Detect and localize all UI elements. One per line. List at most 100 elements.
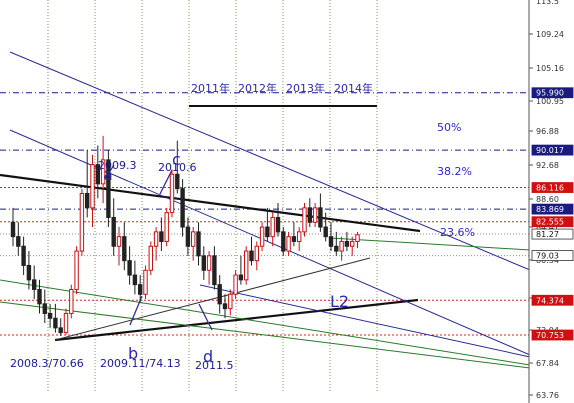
candle-body (180, 188, 185, 228)
swing-marker (198, 303, 213, 331)
axis-tick-label: 67.84 (536, 359, 559, 368)
chart-grid (47, 0, 378, 392)
candle-body (328, 236, 334, 247)
price-flag (531, 228, 574, 240)
price-flag-label: 95.990 (536, 89, 564, 98)
candle-body (42, 303, 47, 314)
axis-tick-label: 113.5 (536, 0, 559, 6)
fib-label: 23.6% (440, 226, 475, 239)
candle-body (10, 221, 16, 238)
candle-body (254, 245, 260, 262)
price-flag-label: 83.869 (536, 205, 564, 214)
candle-body (69, 288, 74, 314)
candle-body (79, 192, 85, 252)
price-axis: 109.24105.16100.9596.8892.6888.6084.4180… (528, 0, 574, 403)
candle-body (95, 164, 100, 185)
price-flag (531, 203, 574, 215)
candle-body (16, 236, 21, 247)
channel-top-line (9, 51, 531, 271)
candle-body (100, 159, 106, 185)
axis-tick-label: 96.88 (536, 127, 559, 136)
candle-body (291, 236, 297, 242)
candle-body (344, 240, 350, 247)
wave-point-label: c (172, 150, 181, 169)
candle-body (37, 288, 42, 305)
wave-point-label: b (128, 344, 138, 363)
green-line-3 (329, 237, 531, 251)
candle-body (238, 274, 244, 281)
candle-body (196, 231, 201, 257)
date-annotation: 2009.3 (98, 159, 137, 172)
candle-body (47, 312, 53, 319)
support-line-l2 (54, 298, 419, 342)
candle-body (212, 255, 217, 286)
candle-body (159, 231, 164, 242)
candle-body (32, 279, 37, 290)
year-label: 2014年 (334, 81, 373, 95)
axis-tick-label: 84.41 (536, 223, 559, 232)
wave-point-label: a (103, 165, 113, 184)
candle-body (53, 317, 58, 329)
candle-body (201, 255, 207, 271)
candle-body (339, 240, 344, 252)
axis-tick-label: 63.76 (536, 391, 559, 400)
candle-body (90, 164, 95, 209)
chart-annotations: 2009.3 2010.6 2008.3/70.66 2009.11/74.13 201… (10, 81, 475, 372)
candle-body (323, 226, 328, 238)
price-flag-label: 79.03 (536, 252, 559, 261)
candle-body (153, 231, 159, 247)
inner-trend-line (54, 257, 371, 341)
candle-body (58, 327, 63, 334)
candle-body (26, 264, 32, 281)
price-flag (531, 87, 574, 99)
year-label: 2013年 (286, 81, 325, 95)
axis-tick-label: 109.24 (536, 30, 564, 39)
candle-body (206, 255, 212, 271)
channel-mid-line (9, 129, 531, 356)
candle-body (111, 216, 116, 247)
candle-body (318, 207, 323, 228)
price-flag (531, 182, 574, 193)
year-label: 2012年 (238, 81, 277, 95)
price-flag (531, 216, 574, 228)
date-annotation: 2008.3/70.66 (10, 357, 84, 370)
candle-body (116, 236, 122, 247)
trend-lines (0, 51, 531, 369)
candle-body (286, 236, 291, 252)
resistance-line (0, 173, 421, 233)
price-flag (531, 144, 574, 156)
green-line-1 (0, 279, 531, 366)
wave-point-label: d (203, 347, 213, 366)
candle-body (143, 269, 148, 295)
candle-body (191, 231, 196, 247)
candle-body (259, 226, 265, 247)
price-flag-label: 82.555 (536, 218, 564, 227)
fib-label: 50% (437, 121, 461, 134)
candle-body (175, 173, 180, 190)
candle-body (265, 226, 270, 238)
axis-tick-label: 105.16 (536, 64, 564, 73)
candle-body (312, 207, 318, 223)
price-flag-label: 74.374 (536, 296, 564, 305)
candle-body (302, 207, 307, 233)
candle-body (63, 312, 69, 334)
candle-body (222, 303, 228, 310)
candle-body (169, 173, 175, 214)
candle-body (233, 274, 238, 295)
candle-body (307, 207, 313, 223)
candle-body (270, 216, 275, 238)
candles (10, 135, 360, 336)
candle-body (185, 226, 191, 247)
candle-body (164, 212, 169, 242)
price-flag-label: 70.753 (536, 331, 564, 340)
year-label: 2011年 (191, 81, 230, 95)
price-flag-label: 86.116 (536, 184, 564, 193)
candle-body (228, 293, 233, 310)
candle-body (74, 250, 79, 290)
candle-body (21, 245, 26, 266)
price-flag (531, 329, 574, 341)
channel-low-line (199, 284, 531, 358)
candle-body (217, 284, 222, 305)
